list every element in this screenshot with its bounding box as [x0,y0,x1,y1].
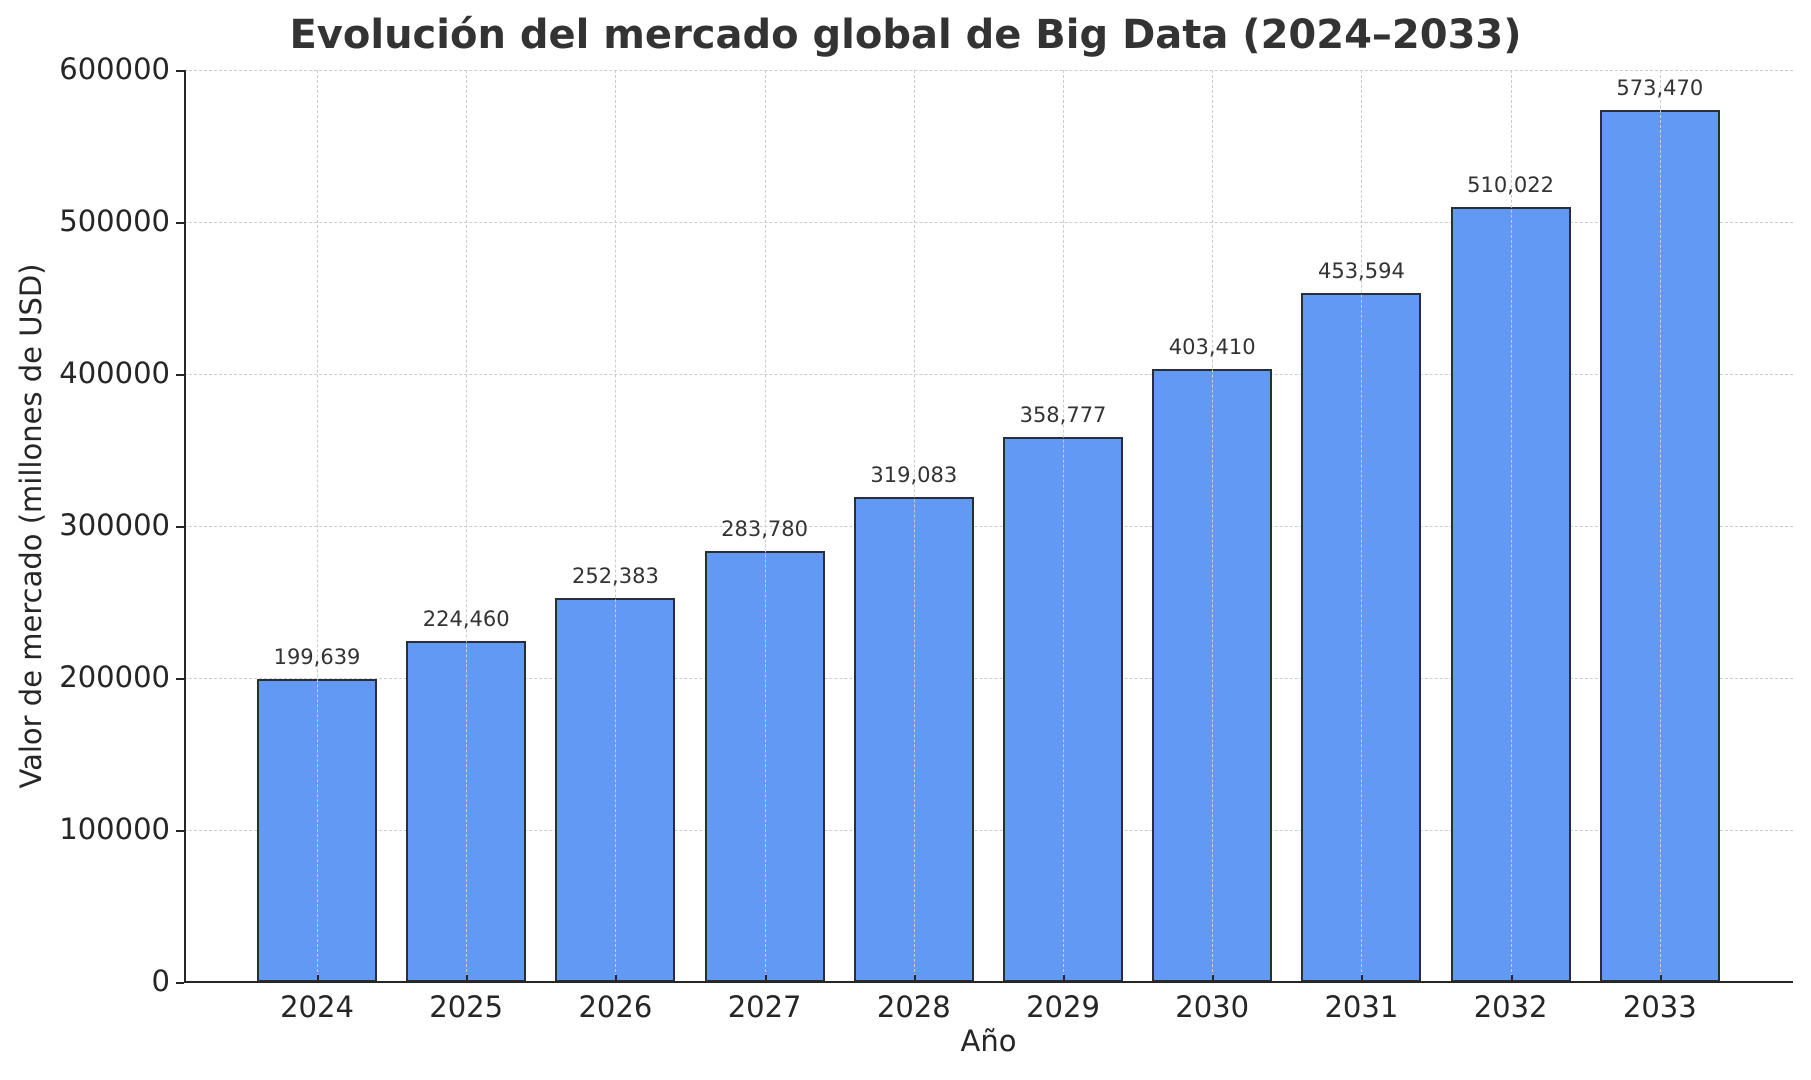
x-tick-mark [1510,975,1513,983]
y-axis-line [184,70,186,982]
x-tick-mark [317,975,319,983]
bar-value-label: 283,780 [721,516,809,541]
x-tick-label: 2024 [280,990,354,1024]
bar-value-label: 252,383 [571,564,659,589]
bar-value-label: 224,460 [422,606,510,631]
y-tick-mark [176,526,184,528]
bar-value-label: 573,470 [1616,76,1704,101]
x-tick-label: 2030 [1175,990,1250,1024]
gridline-horizontal [184,678,1793,679]
gridline-vertical [1063,70,1064,982]
y-tick-label: 500000 [59,204,170,238]
bar-value-label: 319,083 [870,462,958,487]
gridline-vertical [1510,70,1512,982]
bar-value-label: 510,022 [1467,172,1555,197]
x-axis-line [184,981,1793,983]
plot-area: 199,639 224,460 252,383 283,780 319,083 358,7… [59,52,1793,1024]
x-tick-label: 2031 [1324,990,1399,1024]
y-tick-mark [176,374,184,376]
x-tick-label: 2029 [1026,990,1100,1024]
x-tick-label: 2032 [1473,990,1548,1024]
x-tick-mark [615,975,618,983]
gridline-vertical [1212,70,1214,982]
gridline-horizontal [184,374,1793,375]
bar-value-label: 358,777 [1019,402,1107,427]
x-tick-label: 2028 [876,990,951,1024]
gridline-vertical [615,70,617,982]
gridline-horizontal [184,222,1793,223]
x-tick-mark [913,975,916,983]
gridline-vertical [764,70,766,982]
bar-value-label: 403,410 [1168,334,1256,359]
y-tick-mark [176,70,184,72]
x-tick-label: 2027 [727,990,802,1024]
gridline-vertical [1659,70,1661,982]
gridline-horizontal [184,70,1793,71]
y-tick-label: 600000 [59,52,170,86]
y-tick-label: 100000 [59,812,170,846]
gridline-horizontal [184,526,1793,527]
x-tick-mark [466,975,469,983]
gridline-vertical [913,70,915,982]
x-tick-mark [1659,975,1662,983]
y-tick-mark [176,678,184,680]
x-tick-mark [764,975,767,983]
y-tick-mark [176,830,184,832]
x-axis-label: Año [960,1024,1017,1058]
x-tick-mark [1361,975,1364,983]
x-tick-label: 2026 [578,990,653,1024]
bar-value-label: 199,639 [273,644,361,669]
gridline-horizontal [184,830,1793,831]
y-tick-label: 400000 [59,356,170,390]
y-tick-label: 0 [151,964,170,998]
x-tick-mark [1212,975,1215,983]
bar-value-label: 453,594 [1317,258,1405,283]
x-tick-mark [1063,975,1065,983]
x-tick-label: 2025 [429,990,504,1024]
gridline-vertical [317,70,318,982]
gridline-vertical [466,70,468,982]
gridline-vertical [1361,70,1363,982]
x-tick-label: 2033 [1622,990,1697,1024]
y-tick-mark [176,982,184,984]
y-tick-label: 300000 [59,508,170,542]
y-tick-mark [176,222,184,224]
chart-title: Evolución del mercado global de Big Data… [289,12,1522,58]
y-tick-label: 200000 [59,660,170,694]
